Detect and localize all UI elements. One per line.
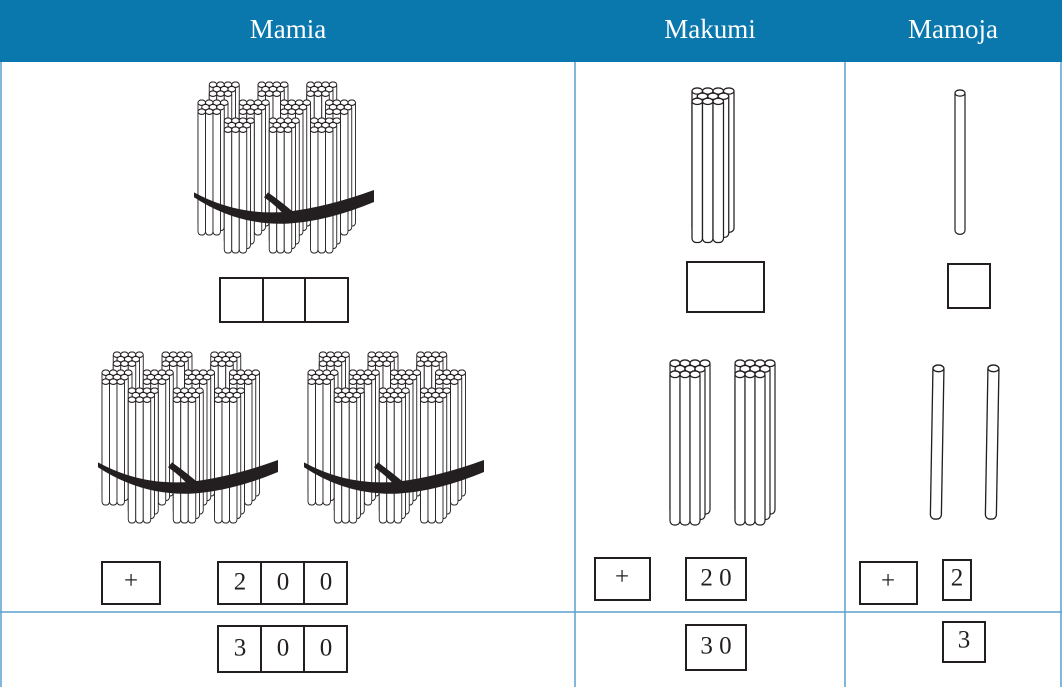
digit: 2	[234, 569, 247, 596]
column-header: Mamoja	[908, 14, 998, 44]
operator: +	[881, 568, 895, 595]
digit: 0	[320, 635, 333, 662]
digits: 3	[958, 627, 971, 654]
table-grid	[0, 62, 1062, 687]
digits: 2 0	[700, 565, 731, 592]
digit: 0	[320, 569, 333, 596]
digit: 0	[277, 569, 290, 596]
operator: +	[124, 568, 138, 595]
digit: 3	[234, 635, 247, 662]
empty-boxes	[219, 261, 991, 323]
column-header: Mamia	[250, 14, 326, 44]
column-header: Makumi	[664, 14, 756, 44]
header-bar	[0, 0, 1062, 62]
total-row: 3 0 0 3 0 3	[217, 621, 986, 673]
operator: +	[615, 564, 629, 591]
digit: 0	[277, 635, 290, 662]
digits: 3 0	[700, 633, 731, 660]
digits: 2	[951, 565, 964, 592]
addition-row: + 2 0 0 + 2 0 + 2	[101, 557, 972, 605]
